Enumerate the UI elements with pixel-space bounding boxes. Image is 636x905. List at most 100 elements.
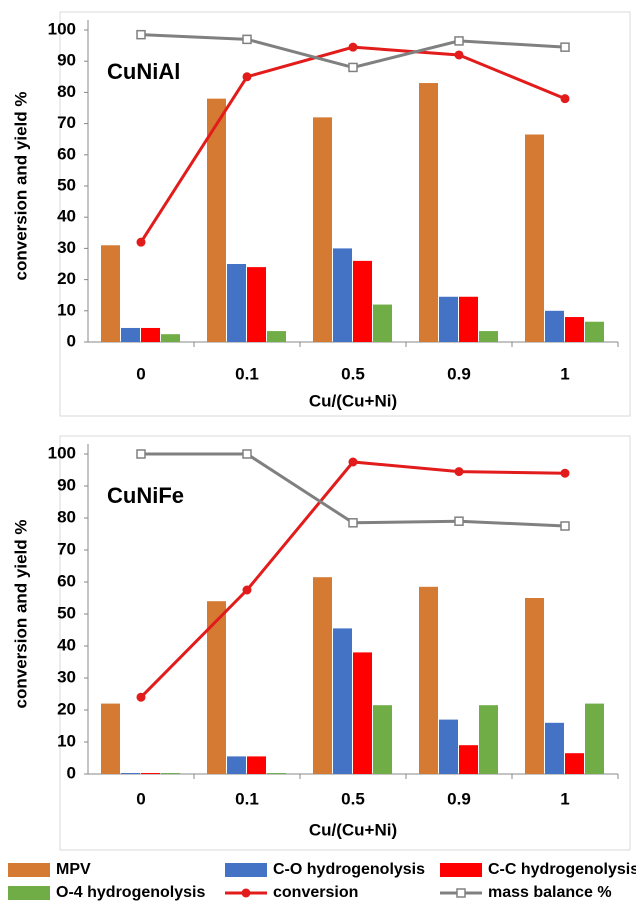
bar <box>419 586 438 774</box>
bar <box>101 703 120 774</box>
y-tick-label: 100 <box>48 19 76 38</box>
y-tick-label: 10 <box>57 300 76 319</box>
bar <box>121 773 140 774</box>
y-tick-label: 80 <box>57 507 76 526</box>
y-tick-label: 40 <box>57 207 76 226</box>
x-axis-title: Cu/(Cu+Ni) <box>309 391 397 410</box>
chart-frame <box>59 11 631 417</box>
y-tick-label: 80 <box>57 82 76 101</box>
legend-swatch <box>440 863 482 877</box>
x-tick-label: 0.9 <box>447 364 471 383</box>
bar <box>333 628 352 774</box>
marker <box>136 449 146 459</box>
marker <box>136 237 146 247</box>
y-tick-label: 90 <box>57 475 76 494</box>
bar <box>227 264 246 342</box>
bar <box>479 705 498 774</box>
legend-marker <box>456 888 466 898</box>
y-tick-label: 20 <box>57 269 76 288</box>
bar <box>227 756 246 774</box>
legend-swatch <box>8 886 50 900</box>
marker <box>136 29 146 40</box>
legend-label: MPV <box>56 861 91 878</box>
y-tick-label: 20 <box>57 699 76 718</box>
bar <box>161 773 180 774</box>
bar <box>313 117 332 342</box>
y-tick-label: 100 <box>48 443 76 462</box>
legend-label: mass balance % <box>488 884 612 901</box>
marker <box>242 72 252 82</box>
bar <box>353 260 372 342</box>
marker <box>242 34 252 45</box>
y-tick-label: 70 <box>57 113 76 132</box>
legend-label: C-O hydrogenolysis <box>273 861 425 878</box>
x-tick-label: 1 <box>560 364 569 383</box>
bar <box>141 327 160 342</box>
x-tick-label: 0.1 <box>235 789 259 808</box>
x-tick-label: 0.5 <box>341 364 365 383</box>
marker <box>454 50 464 60</box>
y-tick-label: 90 <box>57 51 76 70</box>
bar <box>545 722 564 774</box>
marker <box>348 457 358 467</box>
x-tick-label: 0 <box>136 789 145 808</box>
bar <box>373 304 392 342</box>
y-tick-label: 50 <box>57 603 76 622</box>
x-axis-title: Cu/(Cu+Ni) <box>309 820 397 839</box>
bar <box>585 321 604 342</box>
bar <box>525 134 544 342</box>
x-tick-label: 0.1 <box>235 364 259 383</box>
bar <box>247 267 266 342</box>
bar <box>333 248 352 342</box>
annotation: CuNiAl <box>107 59 180 84</box>
y-tick-label: 50 <box>57 175 76 194</box>
y-tick-label: 0 <box>67 331 76 350</box>
bar <box>439 719 458 774</box>
marker <box>136 692 146 702</box>
marker <box>454 467 464 477</box>
bar <box>121 327 140 342</box>
bar <box>459 745 478 774</box>
line <box>139 45 566 243</box>
x-tick-label: 0 <box>136 364 145 383</box>
marker <box>560 468 570 478</box>
bar <box>141 773 160 774</box>
bar <box>565 753 584 774</box>
legend-label: O-4 hydrogenolysis <box>56 884 205 901</box>
bar <box>267 331 286 342</box>
y-axis-title: conversion and yield % <box>11 520 30 709</box>
y-tick-label: 60 <box>57 571 76 590</box>
bar <box>439 296 458 342</box>
y-tick-label: 10 <box>57 731 76 750</box>
bar <box>525 598 544 774</box>
bar <box>419 83 438 342</box>
bar <box>313 577 332 774</box>
legend-label: C-C hydrogenolysis <box>488 861 636 878</box>
bar <box>459 296 478 342</box>
legend-label: conversion <box>273 884 358 901</box>
bar <box>545 310 564 342</box>
legend-marker <box>241 888 251 898</box>
y-tick-label: 60 <box>57 144 76 163</box>
marker <box>348 62 358 73</box>
marker <box>560 94 570 104</box>
legend-swatch <box>8 863 50 877</box>
bar <box>207 601 226 774</box>
bar <box>101 245 120 342</box>
chart-frame <box>59 435 631 851</box>
bar <box>479 331 498 342</box>
marker <box>348 518 358 528</box>
bar <box>565 317 584 342</box>
bar <box>373 705 392 774</box>
marker <box>454 516 464 526</box>
x-tick-label: 0.5 <box>341 789 365 808</box>
bar <box>267 773 286 774</box>
marker <box>560 42 570 52</box>
bar <box>161 334 180 342</box>
bar <box>207 98 226 342</box>
legend-swatch <box>225 863 267 877</box>
y-tick-label: 30 <box>57 238 76 257</box>
marker <box>560 521 570 531</box>
x-tick-label: 0.9 <box>447 789 471 808</box>
